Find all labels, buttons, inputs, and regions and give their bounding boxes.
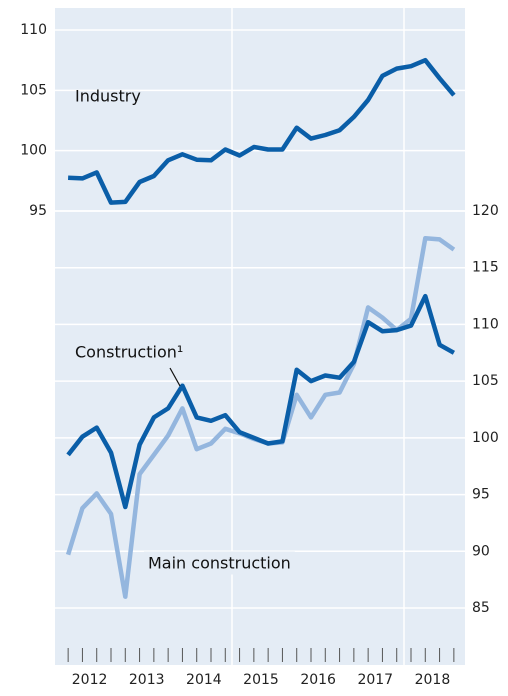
x-tick-label: 2014 <box>186 672 222 688</box>
x-tick-label: 2012 <box>72 672 108 688</box>
x-tick-label: 2018 <box>415 672 451 688</box>
y-tick-label: 100 <box>20 143 47 159</box>
series-line <box>68 57 456 205</box>
y2-tick-label: 85 <box>472 600 490 616</box>
series-label: Construction¹ <box>75 343 183 362</box>
y-tick-label: 105 <box>20 82 47 98</box>
x-tick-label: 2015 <box>243 672 279 688</box>
y-tick-label: 110 <box>20 22 47 38</box>
y2-tick-label: 105 <box>472 373 499 389</box>
x-tick-label: 2017 <box>357 672 393 688</box>
leader-line <box>169 367 181 387</box>
y2-tick-label: 100 <box>472 430 499 446</box>
x-tick-label: 2013 <box>129 672 165 688</box>
y2-tick-label: 95 <box>472 487 490 503</box>
y2-tick-label: 90 <box>472 543 490 559</box>
y-tick-label: 95 <box>29 203 47 219</box>
label-background <box>144 551 295 575</box>
x-tick-label: 2016 <box>300 672 336 688</box>
y2-tick-label: 110 <box>472 316 499 332</box>
series-label: Industry <box>75 87 141 106</box>
series-line <box>66 293 455 510</box>
y2-tick-label: 115 <box>472 260 499 276</box>
y2-tick-label: 120 <box>472 203 499 219</box>
series-label: Main construction <box>148 554 291 573</box>
